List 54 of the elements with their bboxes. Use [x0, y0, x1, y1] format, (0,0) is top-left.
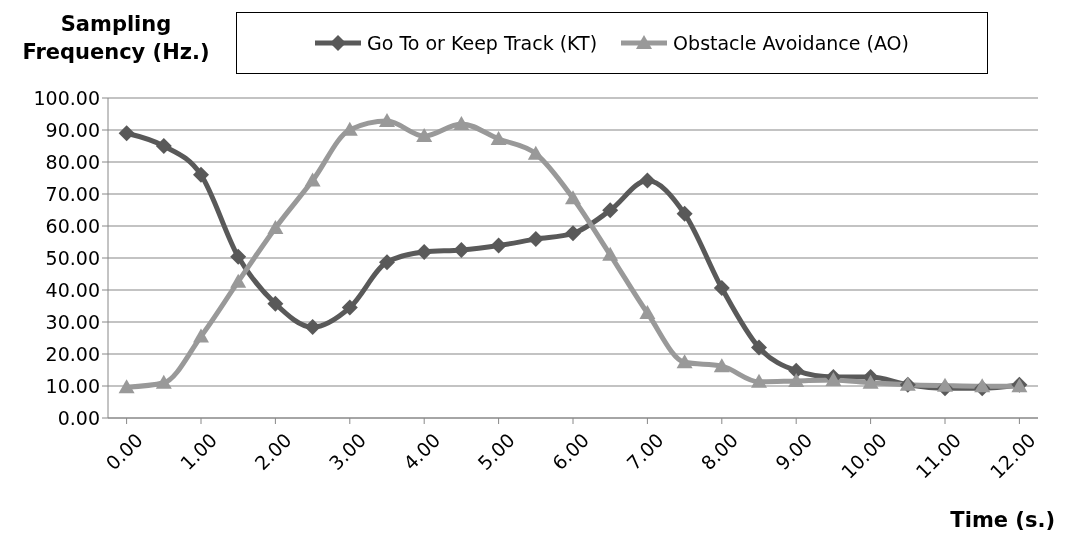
- point: [193, 328, 209, 343]
- point: [676, 354, 693, 369]
- point: [751, 373, 767, 388]
- y-tick-label: 60.00: [45, 214, 100, 237]
- point: [862, 374, 879, 389]
- point: [118, 125, 135, 142]
- y-axis-title: Sampling Frequency (Hz.): [22, 12, 210, 64]
- point: [267, 219, 284, 234]
- point: [193, 166, 209, 183]
- point: [602, 246, 619, 261]
- y-tick-label: 10.00: [45, 374, 100, 397]
- point: [341, 299, 358, 316]
- y-tick-label: 40.00: [45, 278, 100, 301]
- point: [155, 138, 172, 154]
- y-tick-label: 50.00: [45, 246, 100, 269]
- point: [379, 113, 395, 128]
- point: [490, 237, 507, 254]
- point: [565, 225, 581, 242]
- point: [676, 205, 693, 222]
- legend-label: Obstacle Avoidance (AO): [673, 32, 909, 54]
- y-tick-label: 100.00: [33, 86, 100, 109]
- point: [788, 372, 805, 387]
- y-tick-label: 70.00: [45, 182, 100, 205]
- point: [304, 319, 321, 336]
- point: [155, 374, 172, 389]
- y-tick-label: 20.00: [45, 342, 100, 365]
- y-tick-label: 80.00: [45, 150, 100, 173]
- point: [267, 295, 284, 312]
- point: [713, 358, 730, 373]
- point: [565, 190, 581, 205]
- point: [490, 130, 507, 145]
- point: [937, 377, 953, 392]
- point: [527, 231, 544, 248]
- point: [713, 280, 730, 297]
- point: [416, 128, 433, 143]
- point: [527, 145, 544, 160]
- point: [453, 115, 470, 130]
- y-tick-label: 0.00: [57, 406, 100, 429]
- legend-label: Go To or Keep Track (KT): [367, 32, 598, 54]
- point: [379, 254, 395, 271]
- point: [751, 339, 767, 356]
- x-axis-title: Time (s.): [950, 508, 1055, 532]
- point: [118, 379, 135, 394]
- point: [974, 378, 991, 393]
- point: [416, 243, 433, 260]
- point: [639, 305, 656, 320]
- point: [639, 172, 656, 189]
- point: [230, 273, 247, 288]
- point: [230, 248, 247, 265]
- point: [304, 172, 321, 187]
- y-tick-label: 90.00: [45, 118, 100, 141]
- point: [453, 242, 470, 258]
- y-tick-label: 30.00: [45, 310, 100, 333]
- point: [602, 202, 619, 219]
